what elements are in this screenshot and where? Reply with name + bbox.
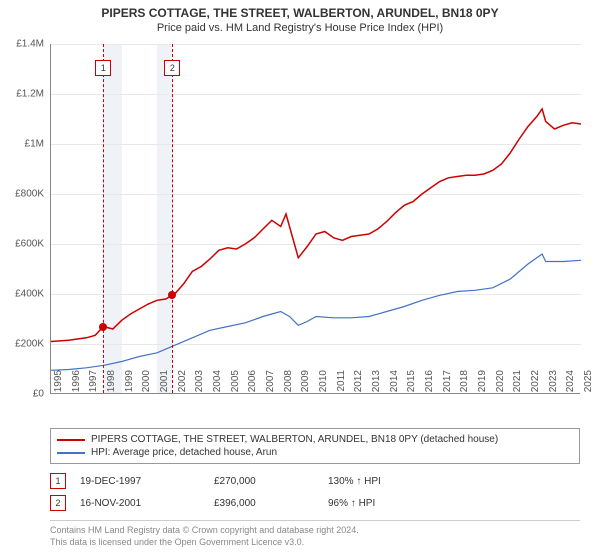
x-axis-label: 2012: [353, 370, 364, 400]
legend-swatch: [57, 439, 85, 441]
legend-label: PIPERS COTTAGE, THE STREET, WALBERTON, A…: [91, 434, 498, 445]
x-axis-label: 2002: [177, 370, 188, 400]
series-line-hpi: [51, 254, 581, 370]
plot-area: 12 £0£200K£400K£600K£800K£1M£1.2M£1.4M19…: [50, 44, 580, 394]
x-axis-label: 2009: [300, 370, 311, 400]
x-axis-label: 2019: [477, 370, 488, 400]
chart-title: PIPERS COTTAGE, THE STREET, WALBERTON, A…: [0, 0, 600, 20]
series-svg: [51, 44, 581, 394]
x-axis-label: 2005: [230, 370, 241, 400]
x-axis-label: 2025: [583, 370, 594, 400]
plot-frame: 12: [50, 44, 580, 394]
x-axis-label: 2020: [495, 370, 506, 400]
x-axis-label: 1997: [88, 370, 99, 400]
chart-container: PIPERS COTTAGE, THE STREET, WALBERTON, A…: [0, 0, 600, 560]
legend: PIPERS COTTAGE, THE STREET, WALBERTON, A…: [50, 428, 580, 464]
y-axis-label: £0: [0, 389, 44, 400]
sales-table: 1 19-DEC-1997 £270,000 130% ↑ HPI 2 16-NOV-20…: [50, 470, 580, 514]
x-axis-label: 2024: [565, 370, 576, 400]
x-axis-label: 2008: [283, 370, 294, 400]
sales-hpi: 130% ↑ HPI: [328, 476, 448, 487]
sale-marker-dot: [168, 291, 176, 299]
sale-marker-line: [103, 44, 104, 393]
x-axis-label: 1999: [124, 370, 135, 400]
sales-hpi: 96% ↑ HPI: [328, 498, 448, 509]
x-axis-label: 2023: [548, 370, 559, 400]
x-axis-label: 2015: [406, 370, 417, 400]
x-axis-label: 2006: [247, 370, 258, 400]
sales-row: 2 16-NOV-2001 £396,000 96% ↑ HPI: [50, 492, 580, 514]
y-axis-label: £1M: [0, 139, 44, 150]
x-axis-label: 1998: [106, 370, 117, 400]
x-axis-label: 2001: [159, 370, 170, 400]
x-axis-label: 2010: [318, 370, 329, 400]
y-axis-label: £200K: [0, 339, 44, 350]
legend-row: PIPERS COTTAGE, THE STREET, WALBERTON, A…: [57, 433, 573, 446]
sale-marker-line: [172, 44, 173, 393]
x-axis-label: 2007: [265, 370, 276, 400]
sales-price: £270,000: [214, 476, 314, 487]
legend-swatch: [57, 452, 85, 454]
y-axis-label: £600K: [0, 239, 44, 250]
sales-row: 1 19-DEC-1997 £270,000 130% ↑ HPI: [50, 470, 580, 492]
footer-line2: This data is licensed under the Open Gov…: [50, 537, 580, 549]
x-axis-label: 2011: [336, 370, 347, 400]
legend-row: HPI: Average price, detached house, Arun: [57, 446, 573, 459]
sale-marker-box: 1: [95, 60, 111, 76]
y-axis-label: £400K: [0, 289, 44, 300]
sale-marker-box: 2: [164, 60, 180, 76]
y-axis-label: £1.4M: [0, 39, 44, 50]
x-axis-label: 2017: [442, 370, 453, 400]
y-axis-label: £800K: [0, 189, 44, 200]
y-axis-label: £1.2M: [0, 89, 44, 100]
chart-subtitle: Price paid vs. HM Land Registry's House …: [0, 20, 600, 38]
x-axis-label: 2013: [371, 370, 382, 400]
x-axis-label: 2018: [459, 370, 470, 400]
x-axis-label: 1995: [53, 370, 64, 400]
sales-date: 19-DEC-1997: [80, 476, 200, 487]
footer-line1: Contains HM Land Registry data © Crown c…: [50, 525, 580, 537]
legend-label: HPI: Average price, detached house, Arun: [91, 447, 277, 458]
footer-attribution: Contains HM Land Registry data © Crown c…: [50, 520, 580, 548]
series-line-property: [51, 109, 581, 342]
x-axis-label: 2000: [141, 370, 152, 400]
x-axis-label: 1996: [71, 370, 82, 400]
sales-marker-icon: 1: [50, 473, 66, 489]
sales-date: 16-NOV-2001: [80, 498, 200, 509]
x-axis-label: 2022: [530, 370, 541, 400]
sale-marker-dot: [99, 323, 107, 331]
x-axis-label: 2016: [424, 370, 435, 400]
x-axis-label: 2004: [212, 370, 223, 400]
sales-price: £396,000: [214, 498, 314, 509]
sales-marker-icon: 2: [50, 495, 66, 511]
x-axis-label: 2003: [194, 370, 205, 400]
x-axis-label: 2021: [512, 370, 523, 400]
x-axis-label: 2014: [389, 370, 400, 400]
